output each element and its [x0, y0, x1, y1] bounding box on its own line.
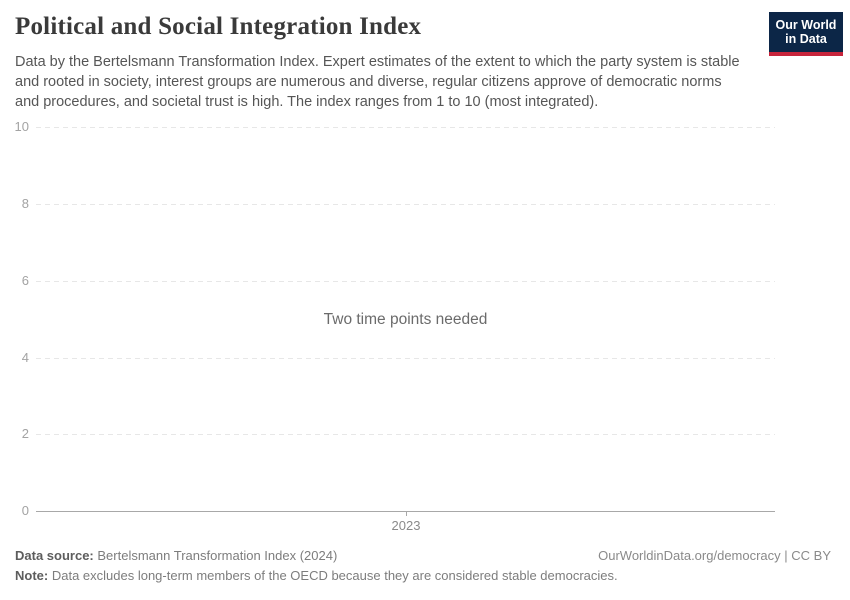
data-source-label: Data source:	[15, 548, 94, 563]
gridline	[36, 281, 775, 282]
gridline	[36, 358, 775, 359]
owid-logo-line1: Our World	[775, 18, 837, 32]
owid-logo-line2: in Data	[785, 32, 827, 46]
chart-subtitle: Data by the Bertelsmann Transformation I…	[15, 54, 740, 110]
y-axis-tick-label: 4	[21, 350, 29, 365]
note-label: Note:	[15, 568, 49, 583]
y-axis-tick-label: 6	[21, 273, 29, 288]
gridline	[36, 204, 775, 205]
y-axis-tick-label: 10	[14, 119, 29, 134]
note-text: Data excludes long-term members of the O…	[51, 568, 618, 583]
y-axis-tick-label: 2	[21, 426, 29, 441]
gridline	[36, 434, 775, 435]
x-axis-line	[36, 511, 775, 512]
y-axis-tick-label: 0	[21, 503, 29, 518]
x-axis-tick-label: 2023	[391, 518, 421, 533]
data-source-link[interactable]: Bertelsmann Transformation Index (2024)	[97, 548, 338, 563]
data-source-line: Data source: Bertelsmann Transformation …	[15, 548, 337, 563]
note-line: Note: Data excludes long-term members of…	[15, 568, 618, 583]
owid-logo[interactable]: Our World in Data	[769, 12, 843, 56]
attribution-link[interactable]: OurWorldinData.org/democracy | CC BY	[598, 548, 831, 563]
empty-state-message: Two time points needed	[323, 311, 488, 328]
x-axis-tick-mark	[406, 511, 407, 516]
gridline	[36, 127, 775, 128]
y-axis-tick-label: 8	[21, 196, 29, 211]
page-title: Political and Social Integration Index	[15, 13, 422, 40]
